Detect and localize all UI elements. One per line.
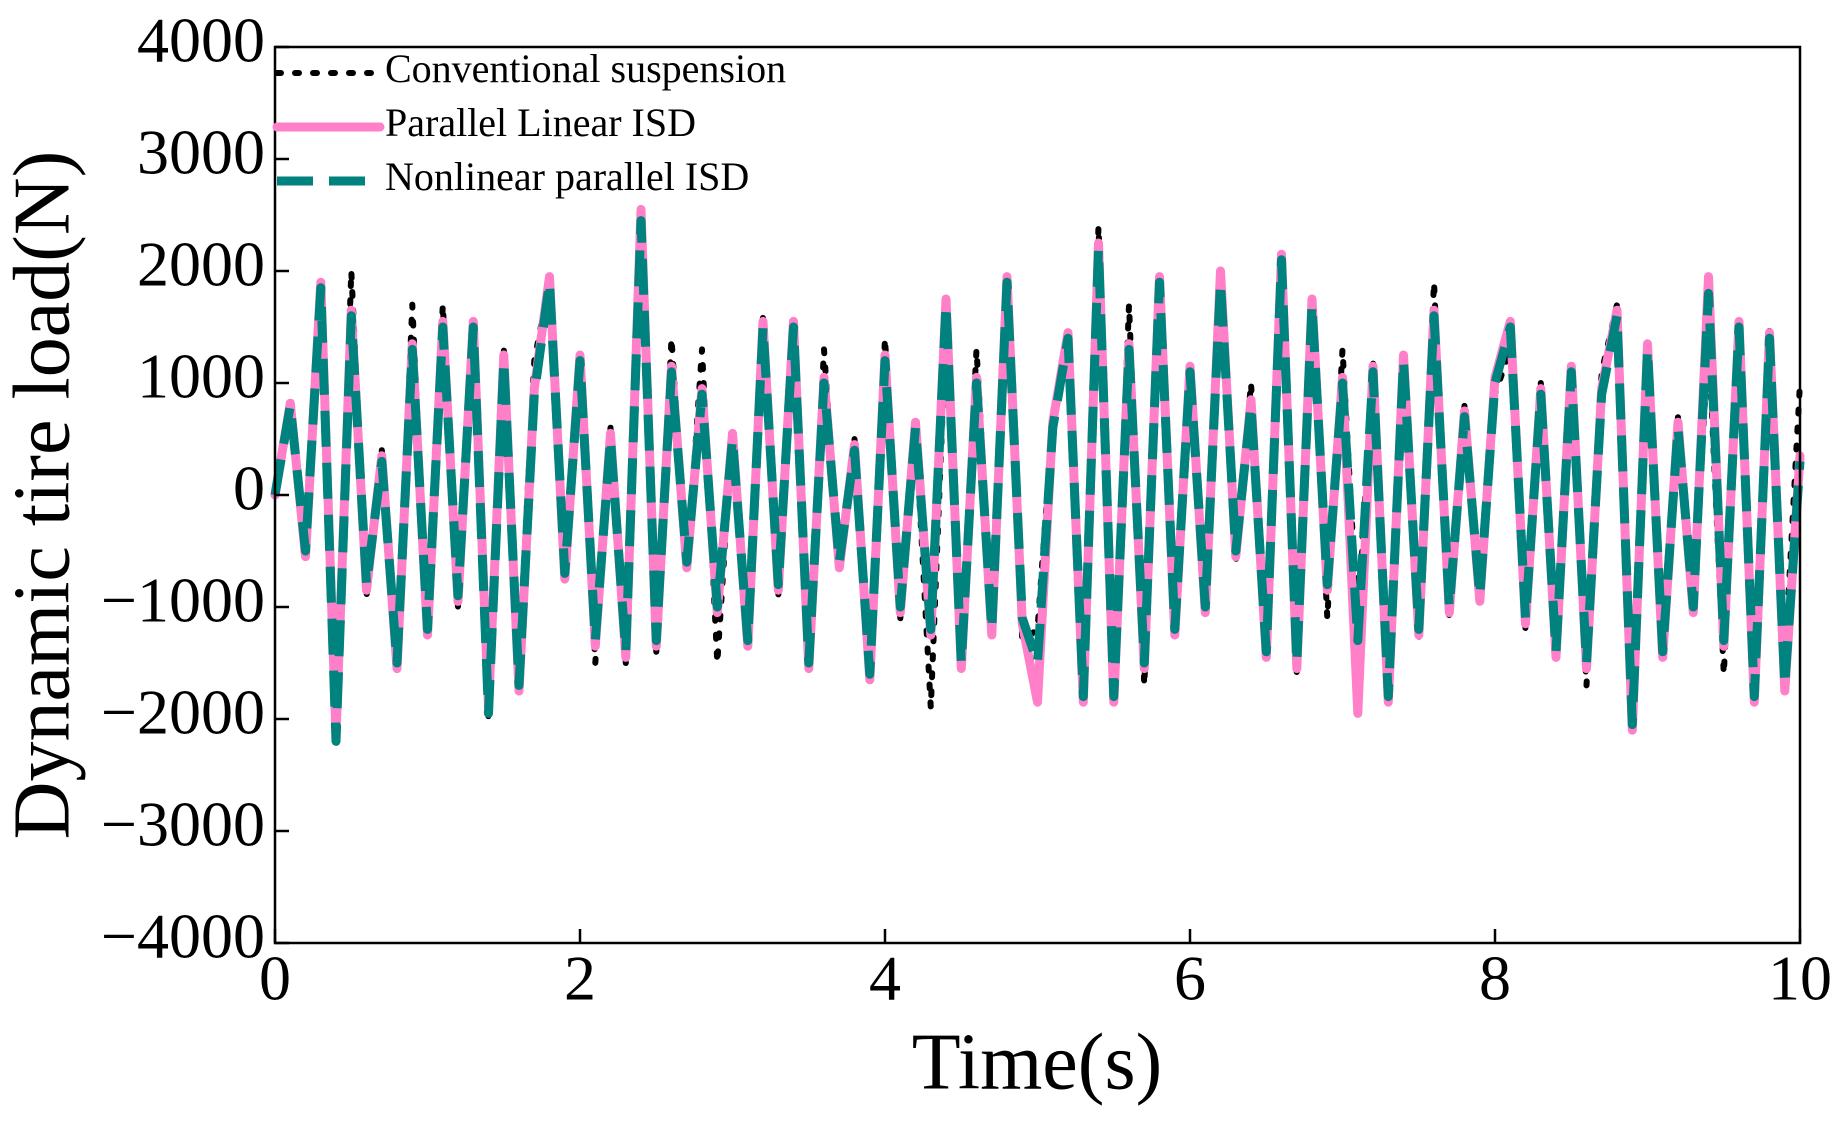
legend-label: Nonlinear parallel ISD [385,154,749,199]
x-tick-label: 0 [259,943,291,1014]
y-tick-label: −4000 [101,901,265,972]
x-tick-label: 8 [1479,943,1511,1014]
y-tick-label: −3000 [101,789,265,860]
x-axis-label: Time(s) [912,1018,1162,1106]
y-tick-label: 2000 [137,229,265,300]
x-tick-label: 4 [869,943,901,1014]
legend-label: Parallel Linear ISD [385,100,696,145]
y-tick-label: 0 [233,453,265,524]
legend-label: Conventional suspension [385,46,786,91]
y-tick-label: −2000 [101,677,265,748]
y-axis-label: Dynamic tire load(N) [0,151,86,840]
y-tick-label: 3000 [137,117,265,188]
x-tick-label: 10 [1768,943,1832,1014]
y-tick-label: −1000 [101,565,265,636]
x-tick-label: 2 [564,943,596,1014]
y-tick-label: 4000 [137,5,265,76]
y-tick-label: 1000 [137,341,265,412]
series-line [270,216,1805,746]
x-tick-label: 6 [1174,943,1206,1014]
